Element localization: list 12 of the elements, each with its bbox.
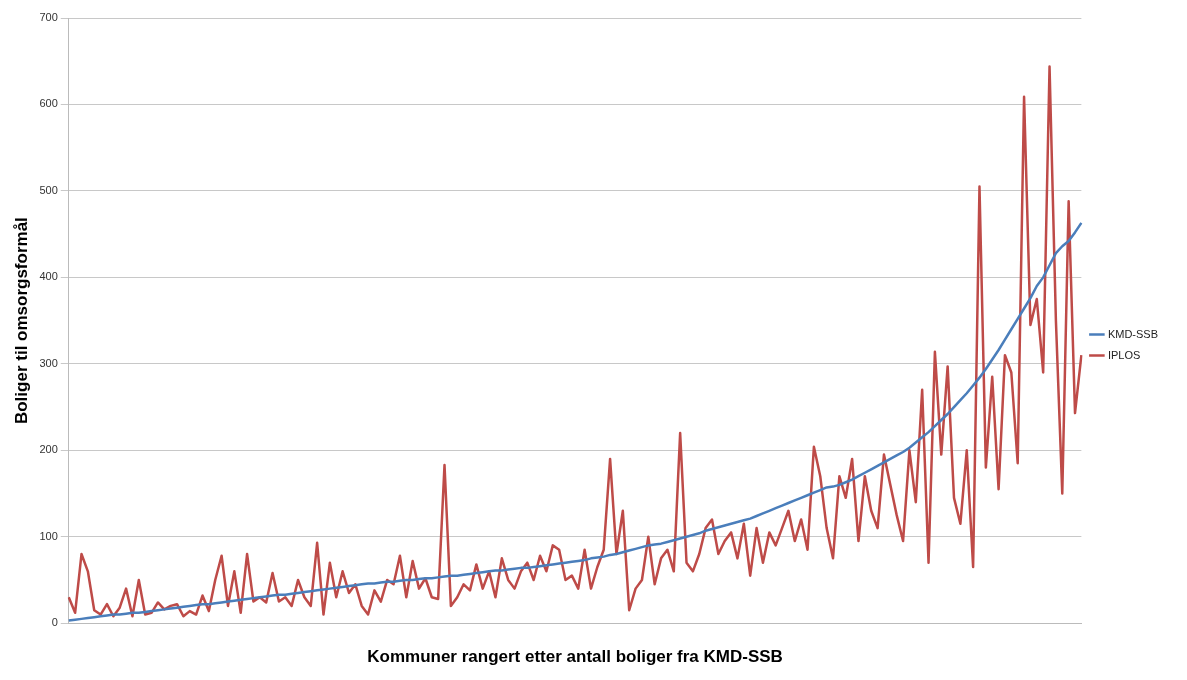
y-tick-label: 600 — [39, 97, 58, 110]
legend-label: IPLOS — [1107, 348, 1141, 361]
y-tick-label: 100 — [39, 529, 58, 542]
y-tick-label: 400 — [39, 270, 58, 283]
y-axis-title: Boliger til omsorgsformål — [11, 217, 31, 425]
legend-label: KMD-SSB — [1107, 327, 1159, 340]
x-axis-title: Kommuner rangert etter antall boliger fra KMD-SSB — [367, 647, 783, 667]
y-tick-label: 300 — [39, 356, 58, 369]
y-tick-label: 500 — [39, 183, 58, 196]
y-tick-label: 200 — [39, 443, 58, 456]
y-tick-label: 700 — [39, 11, 58, 24]
y-tick-label: 0 — [51, 616, 58, 629]
